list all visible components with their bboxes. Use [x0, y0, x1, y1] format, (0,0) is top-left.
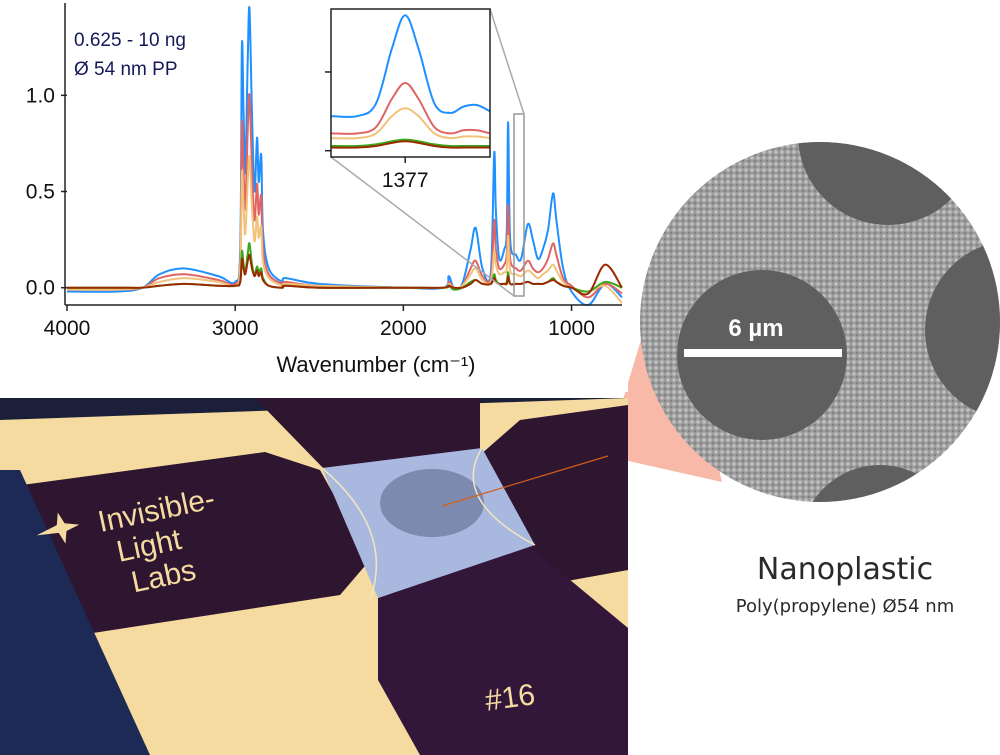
inset-background — [331, 9, 490, 157]
series-line-4 — [330, 140, 490, 149]
series-line-0 — [66, 5, 623, 307]
series-line-0 — [330, 14, 491, 118]
x-tick-label: 4000 — [44, 317, 91, 340]
y-tick-label: 0.0 — [26, 277, 55, 300]
main-series-group — [66, 5, 623, 307]
zoom-connector — [330, 156, 515, 297]
inset-frame — [330, 8, 491, 158]
x-tick-label: 2000 — [380, 317, 427, 340]
x-tick-label: 3000 — [212, 317, 259, 340]
y-tick-label: 0.5 — [26, 181, 55, 204]
annotation-line-2: Ø 54 nm PP — [74, 59, 178, 80]
scale-bar-label: 6 µm — [728, 315, 783, 342]
caption-subtitle: Poly(propylene) Ø54 nm — [735, 596, 955, 617]
y-tick-label: 1.0 — [26, 84, 55, 107]
x-axis-label: Wavenumber (cm⁻¹) — [276, 352, 475, 377]
caption-title: Nanoplastic — [756, 552, 934, 587]
star-logo-icon — [36, 512, 80, 544]
chip-number: #16 — [483, 678, 537, 718]
series-line-4 — [66, 253, 623, 296]
x-tick-label: 1000 — [548, 317, 595, 340]
zoom-connector — [489, 8, 525, 115]
zoom-region-box — [513, 113, 525, 297]
sem-image — [640, 142, 1000, 502]
annotation-line-1: 0.625 - 10 ng — [74, 30, 186, 51]
series-line-1 — [330, 81, 491, 135]
series-line-2 — [330, 107, 491, 140]
chip-photo: Invisible- Light Labs #16 — [0, 398, 628, 755]
series-line-3 — [330, 138, 490, 148]
pointer-line — [441, 455, 609, 507]
membrane-spot — [380, 469, 484, 537]
scale-bar — [684, 349, 842, 357]
x-tick-label: 1377 — [382, 169, 429, 192]
inset-series-group — [330, 14, 491, 149]
